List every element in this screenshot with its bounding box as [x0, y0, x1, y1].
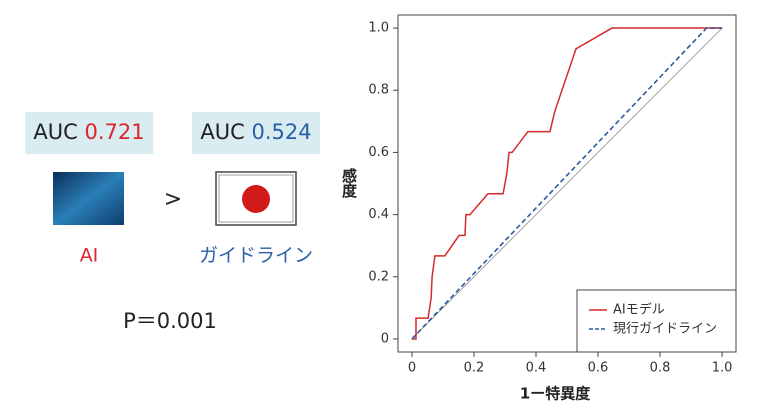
auc-box — [192, 112, 320, 154]
legend-box — [576, 289, 737, 353]
reference-line — [411, 27, 723, 340]
y-tick-label: 0.6 — [368, 145, 389, 160]
x-tick-label: 0.6 — [588, 361, 609, 376]
series-line — [411, 27, 723, 340]
flag-sun — [242, 185, 270, 213]
legend-label: 現行ガイドライン — [613, 322, 717, 337]
p-value: P＝0.001 — [123, 309, 217, 333]
ai-image — [53, 172, 124, 225]
plot-frame — [397, 14, 737, 353]
flag-image — [215, 171, 297, 226]
auc-box — [25, 112, 153, 154]
auc-value: 0.524 — [251, 120, 311, 144]
series-line — [411, 27, 723, 340]
legend-label: AIモデル — [613, 302, 665, 318]
flag-frame — [218, 174, 294, 223]
auc-value: 0.721 — [84, 120, 144, 144]
x-tick-label: 0.2 — [464, 361, 485, 376]
ai-label: AI — [80, 245, 99, 267]
x-tick-label: 0.8 — [650, 361, 671, 376]
comparison: > — [164, 187, 182, 212]
x-tick-label: 0 — [408, 361, 416, 376]
y-axis-label: 感度 — [340, 167, 358, 199]
x-tick-label: 0.4 — [526, 361, 547, 376]
y-tick-label: 0.4 — [368, 207, 389, 222]
y-tick-label: 0 — [381, 331, 389, 346]
y-tick-label: 0.8 — [368, 83, 389, 98]
x-axis-label: 1ー特異度 — [520, 385, 591, 403]
auc-ai: AUC 0.721 — [33, 120, 144, 144]
y-tick-label: 1.0 — [368, 21, 389, 36]
auc-label: AUC — [200, 120, 244, 144]
guideline-label: ガイドライン — [199, 245, 313, 267]
auc-guideline: AUC 0.524 — [200, 120, 311, 144]
x-tick-label: 1.0 — [712, 361, 733, 376]
y-tick-label: 0.2 — [368, 269, 389, 284]
auc-label: AUC — [33, 120, 77, 144]
